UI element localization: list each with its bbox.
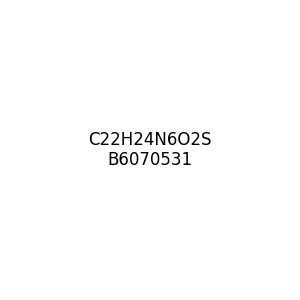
Text: C22H24N6O2S
B6070531: C22H24N6O2S B6070531 xyxy=(88,130,212,170)
